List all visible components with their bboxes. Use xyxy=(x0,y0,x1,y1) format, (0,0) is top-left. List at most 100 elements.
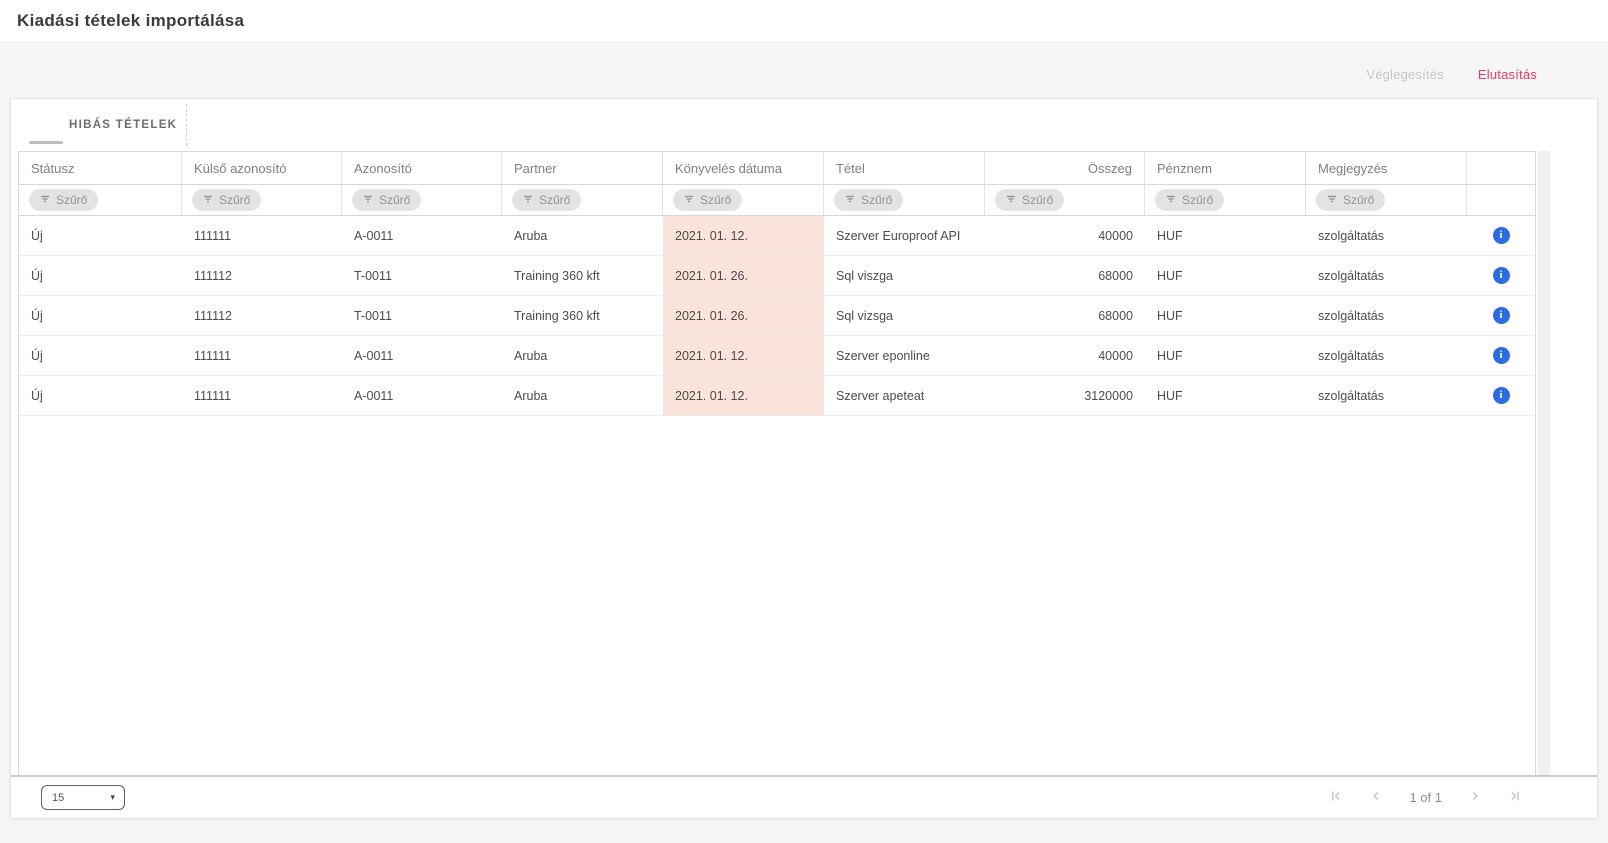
column-header-partner[interactable]: Partner xyxy=(502,152,663,184)
filter-button-konyveles-datuma[interactable]: Szűrő xyxy=(673,189,743,211)
last-page-button[interactable] xyxy=(1508,789,1522,806)
cell-konyveles-datuma: 2021. 01. 12. xyxy=(663,376,824,415)
cell-azonosito: A-0011 xyxy=(354,228,394,243)
table-row[interactable]: Új 111111 A-0011 Aruba 2021. 01. 12. Sze… xyxy=(19,376,1535,416)
tab-divider xyxy=(186,104,187,146)
cell-kulso-azonosito: 111111 xyxy=(194,348,232,363)
cell-konyveles-datuma: 2021. 01. 12. xyxy=(663,216,824,255)
cell-megjegyzes: szolgáltatás xyxy=(1318,388,1385,403)
cell-konyveles-datuma: 2021. 01. 12. xyxy=(663,336,824,375)
filter-icon xyxy=(1006,193,1016,207)
filter-cell-kulso-azonosito: Szűrő xyxy=(182,185,342,215)
finalize-button[interactable]: Véglegesítés xyxy=(1366,67,1444,82)
cell-partner: Aruba xyxy=(514,348,548,363)
previous-page-button[interactable] xyxy=(1369,789,1383,806)
cell-osszeg: 40000 xyxy=(1098,228,1133,243)
last-page-icon xyxy=(1508,789,1522,806)
pagination-bar: 15 ▾ 1 of 1 xyxy=(11,775,1597,818)
info-icon[interactable]: i xyxy=(1492,267,1510,284)
cell-penznem: HUF xyxy=(1157,308,1183,323)
cell-actions: i xyxy=(1467,296,1535,335)
column-header-azonosito[interactable]: Azonosító xyxy=(342,152,502,184)
column-header-osszeg[interactable]: Összeg xyxy=(985,152,1145,184)
filter-button-statusz[interactable]: Szűrő xyxy=(29,189,99,211)
table-row[interactable]: Új 111111 A-0011 Aruba 2021. 01. 12. Sze… xyxy=(19,336,1535,376)
column-header-konyveles-datuma[interactable]: Könyvelés dátuma xyxy=(663,152,824,184)
cell-tetel: Szerver apeteat xyxy=(836,388,925,403)
tab-strip: HIBÁS TÉTELEK xyxy=(11,99,1597,151)
filter-label: Szűrő xyxy=(56,193,88,207)
filter-cell-osszeg: Szűrő xyxy=(985,185,1145,215)
cell-actions: i xyxy=(1467,376,1535,415)
cell-tetel: Sql vizsga xyxy=(836,308,893,323)
table-row[interactable]: Új 111112 T-0011 Training 360 kft 2021. … xyxy=(19,296,1535,336)
filter-label: Szűrő xyxy=(700,193,732,207)
cell-megjegyzes: szolgáltatás xyxy=(1318,308,1385,323)
cell-azonosito: A-0011 xyxy=(354,348,394,363)
cell-konyveles-datuma: 2021. 01. 26. xyxy=(663,296,824,335)
page-size-value: 15 xyxy=(52,791,65,804)
tab-error-items[interactable]: HIBÁS TÉTELEK xyxy=(41,99,205,151)
filter-button-penznem[interactable]: Szűrő xyxy=(1155,189,1225,211)
cell-megjegyzes: szolgáltatás xyxy=(1318,268,1385,283)
filter-label: Szűrő xyxy=(1022,193,1054,207)
filter-button-megjegyzes[interactable]: Szűrő xyxy=(1316,189,1386,211)
first-page-button[interactable] xyxy=(1329,789,1343,806)
page-size-dropdown[interactable]: 15 ▾ xyxy=(41,785,125,810)
cell-penznem: HUF xyxy=(1157,348,1183,363)
cell-kulso-azonosito: 111111 xyxy=(194,228,232,243)
column-header-kulso-azonosito[interactable]: Külső azonosító xyxy=(182,152,342,184)
column-header-statusz[interactable]: Státusz xyxy=(19,152,182,184)
filter-cell-tetel: Szűrő xyxy=(824,185,985,215)
cell-tetel: Szerver Europroof API xyxy=(836,228,961,243)
vertical-scrollbar[interactable] xyxy=(1538,151,1550,777)
filter-button-osszeg[interactable]: Szűrő xyxy=(995,189,1065,211)
cell-osszeg: 40000 xyxy=(1098,348,1133,363)
cell-partner: Aruba xyxy=(514,388,548,403)
cell-statusz: Új xyxy=(31,228,43,243)
info-icon[interactable]: i xyxy=(1492,347,1510,364)
cell-partner: Aruba xyxy=(514,228,548,243)
cell-penznem: HUF xyxy=(1157,388,1183,403)
page-title: Kiadási tételek importálása xyxy=(17,11,245,30)
filter-cell-partner: Szűrő xyxy=(502,185,663,215)
column-header-tetel[interactable]: Tétel xyxy=(824,152,985,184)
chevron-down-icon: ▾ xyxy=(110,792,115,802)
filter-button-kulso-azonosito[interactable]: Szűrő xyxy=(192,189,262,211)
grid-filter-row: Szűrő Szűrő Szűrő Szűrő xyxy=(19,185,1535,216)
cell-kulso-azonosito: 111112 xyxy=(194,268,233,283)
first-page-icon xyxy=(1329,789,1343,806)
filter-cell-megjegyzes: Szűrő xyxy=(1306,185,1467,215)
data-grid: Státusz Külső azonosító Azonosító Partne… xyxy=(18,151,1536,777)
cell-konyveles-datuma: 2021. 01. 26. xyxy=(663,256,824,295)
filter-button-tetel[interactable]: Szűrő xyxy=(834,189,904,211)
filter-icon xyxy=(684,193,694,207)
cell-kulso-azonosito: 111112 xyxy=(194,308,233,323)
column-header-megjegyzes[interactable]: Megjegyzés xyxy=(1306,152,1467,184)
cell-osszeg: 3120000 xyxy=(1084,388,1133,403)
cell-kulso-azonosito: 111111 xyxy=(194,388,232,403)
cell-statusz: Új xyxy=(31,388,43,403)
filter-button-azonosito[interactable]: Szűrő xyxy=(352,189,422,211)
reject-button[interactable]: Elutasítás xyxy=(1477,67,1537,82)
filter-label: Szűrő xyxy=(1182,193,1214,207)
info-icon[interactable]: i xyxy=(1492,227,1510,244)
cell-penznem: HUF xyxy=(1157,268,1183,283)
next-page-button[interactable] xyxy=(1468,789,1482,806)
filter-cell-konyveles-datuma: Szűrő xyxy=(663,185,824,215)
table-row[interactable]: Új 111112 T-0011 Training 360 kft 2021. … xyxy=(19,256,1535,296)
info-icon[interactable]: i xyxy=(1492,307,1510,324)
filter-button-partner[interactable]: Szűrő xyxy=(512,189,582,211)
info-icon[interactable]: i xyxy=(1492,387,1510,404)
column-header-penznem[interactable]: Pénznem xyxy=(1145,152,1306,184)
table-row[interactable]: Új 111111 A-0011 Aruba 2021. 01. 12. Sze… xyxy=(19,216,1535,256)
filter-cell-penznem: Szűrő xyxy=(1145,185,1306,215)
filter-cell-actions xyxy=(1467,185,1535,215)
cell-azonosito: T-0011 xyxy=(354,308,392,323)
cell-partner: Training 360 kft xyxy=(514,308,600,323)
filter-label: Szűrő xyxy=(1343,193,1375,207)
filter-label: Szűrő xyxy=(379,193,411,207)
cell-statusz: Új xyxy=(31,348,43,363)
filter-icon xyxy=(363,193,373,207)
cell-statusz: Új xyxy=(31,268,43,283)
